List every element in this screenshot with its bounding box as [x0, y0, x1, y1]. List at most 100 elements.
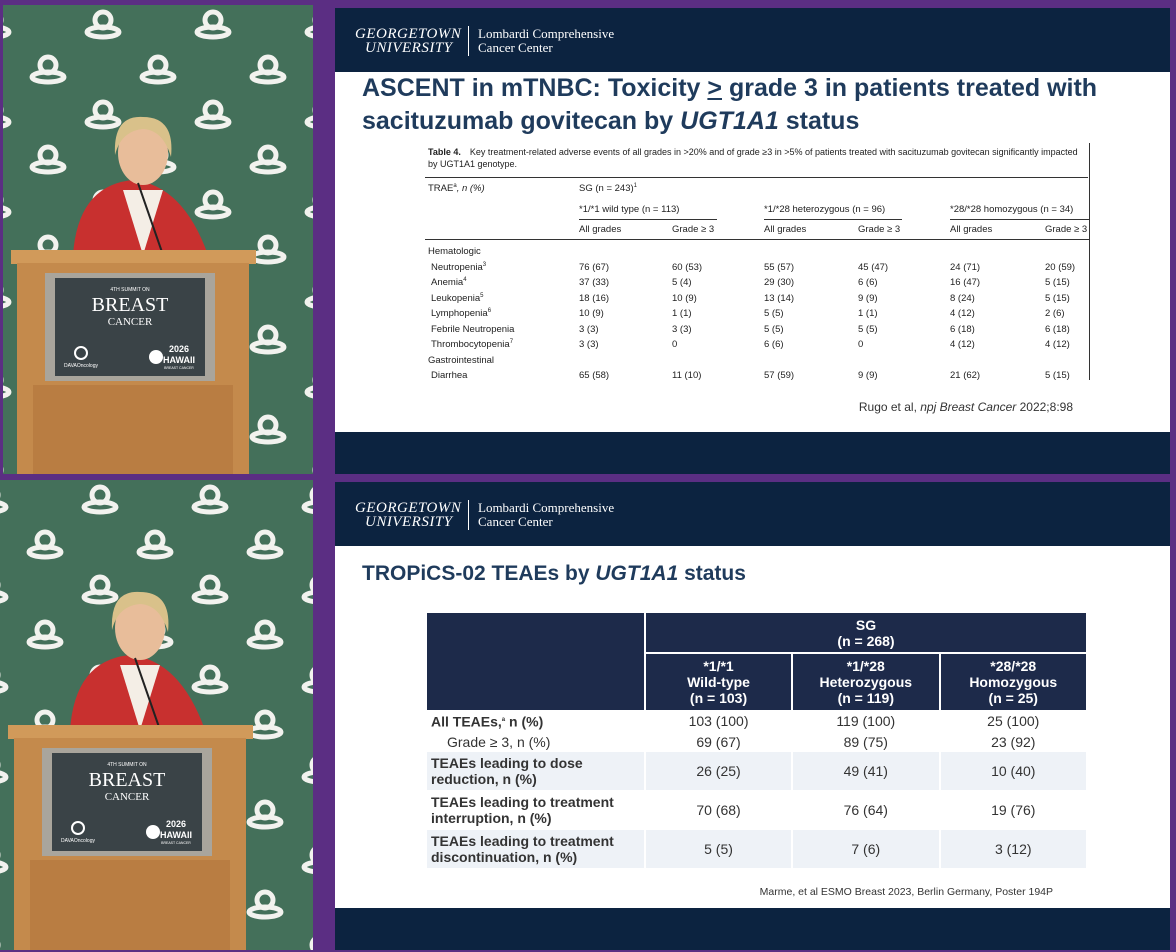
logo-text: Cancer Center [478, 40, 553, 55]
header-text: *1/*28 [846, 658, 885, 674]
label-text: Grade ≥ 3, n (%) [447, 733, 551, 750]
sign-text: CANCER [105, 791, 150, 803]
stub-header: TRAEa, n (%) [428, 183, 485, 194]
backdrop-logo [3, 286, 12, 309]
speaker-video: 4TH SUMMIT ON BREAST CANCER DAVAOncology 202… [0, 480, 313, 950]
backdrop-logo [0, 491, 9, 514]
backdrop-logo [191, 574, 229, 605]
table-cell: 3 (12) [940, 830, 1086, 868]
citation-text: npj Breast Cancer [920, 400, 1017, 414]
backdrop-logo [81, 574, 119, 605]
sign-text: BREAST CANCER [161, 841, 191, 845]
table-border [1089, 143, 1090, 380]
hawaii-logo [146, 825, 160, 839]
label-text: All TEAEs, [431, 713, 502, 730]
row-name: Febrile Neutropenia [431, 323, 515, 335]
table-caption: Table 4. Key treatment-related adverse e… [428, 146, 1083, 170]
row-label: TEAEs leading to treatment discontinuatio… [427, 830, 645, 868]
row-name: Neutropenia [431, 261, 483, 273]
table-cell: 1 (1) [858, 308, 878, 319]
table-cell: 5 (5) [764, 308, 784, 319]
header-text: Homozygous [969, 674, 1058, 690]
row-name: Leukopenia [431, 292, 481, 304]
label-line: interruption, n (%) [431, 810, 552, 826]
label-line: reduction, n (%) [431, 771, 537, 787]
table-cell: 10 (40) [940, 752, 1086, 790]
backdrop-logo [249, 414, 287, 445]
table-cell: 6 (18) [950, 323, 975, 335]
separator [468, 26, 469, 56]
shirt [123, 190, 163, 255]
table-cell: 57 (59) [764, 370, 795, 381]
citation-text: Rugo et al, [858, 400, 921, 414]
label-sup: a [501, 716, 506, 723]
sign-text: 4TH SUMMIT ON [107, 762, 147, 768]
table-cell: 60 (53) [672, 261, 703, 273]
table-cell: 4 (12) [950, 339, 975, 350]
backdrop-logo [301, 577, 313, 605]
logo-text: Lombardi Comprehensive [478, 500, 615, 515]
backdrop-logo [0, 761, 9, 784]
row-label: TEAEs leading to treatment interruption, … [427, 790, 644, 830]
backdrop-logo [0, 581, 9, 604]
table-cell: 16 (47) [950, 277, 981, 288]
rule [764, 219, 902, 220]
table-cell: 11 (10) [672, 370, 702, 381]
citation: Marme, et al ESMO Breast 2023, Berlin Ge… [759, 886, 1053, 898]
podium-top [11, 250, 256, 264]
backdrop-logo [304, 286, 313, 309]
title-text: UGT1A1 [680, 107, 779, 135]
title-text: status [778, 107, 860, 135]
table-cell: 1 (1) [672, 308, 692, 319]
row-sup: 3 [482, 261, 487, 268]
table-cell: 70 (68) [696, 802, 741, 818]
column-header: All grades [764, 224, 807, 235]
slide-title: TROPiCS-02 TEAEs by UGT1A1 status [362, 562, 746, 586]
sign-text: 2026 [166, 819, 186, 829]
table-cell: 4 (12) [950, 308, 975, 319]
backdrop-logo [29, 54, 67, 85]
backdrop-logo [304, 106, 313, 129]
header-text: Wild-type [687, 674, 750, 690]
caption-label: Table 4. [428, 147, 461, 157]
sign-text: BREAST [89, 769, 166, 791]
table-row: TEAEs leading to treatment discontinuatio… [427, 830, 1086, 868]
row-name: Anemia [431, 277, 464, 289]
table-cell: 5 (15) [1045, 370, 1070, 381]
sign-text: 4TH SUMMIT ON [110, 287, 150, 293]
backdrop-logo [84, 9, 122, 40]
backdrop-logo [84, 99, 122, 130]
sign-text: HAWAII [163, 355, 195, 365]
backdrop-logo [304, 376, 313, 399]
backdrop-logo [194, 189, 232, 220]
rule [950, 219, 1090, 220]
podium-panel [33, 385, 233, 474]
table-row: TEAEs leading to dose reduction, n (%) 26 … [427, 752, 1086, 790]
table-cell: 29 (30) [764, 277, 795, 288]
table-cell: 5 (15) [1045, 292, 1070, 304]
slide-footer-bar [335, 432, 1170, 474]
backdrop-logo [26, 619, 64, 650]
center-logo: Lombardi Comprehensive Cancer Center [478, 27, 614, 55]
sign-text: HAWAII [160, 830, 192, 840]
label-line: TEAEs leading to treatment [431, 794, 614, 810]
slide-header: GEORGETOWN UNIVERSITY Lombardi Comprehensi… [335, 8, 1170, 72]
group-header: *1/*28 heterozygous (n = 96) [764, 204, 886, 215]
stub-sup: a [453, 183, 457, 189]
label-line: TEAEs leading to dose [431, 755, 583, 771]
backdrop-logo [0, 671, 9, 694]
table-cell: 5 (15) [1045, 277, 1070, 288]
table-cell: 0 [672, 339, 678, 350]
row-label: Leukopenia5 [431, 293, 483, 304]
table-cell: 13 (14) [764, 292, 795, 304]
rule [425, 177, 1088, 178]
title-text: > [707, 74, 722, 102]
backdrop-logo [3, 106, 12, 129]
backdrop-logo [249, 144, 287, 175]
backdrop-logo [246, 619, 284, 650]
table-figure: Table 4. Key treatment-related adverse e… [335, 8, 1170, 428]
backdrop-logo [81, 484, 119, 515]
row-sup: 6 [487, 308, 492, 314]
table-cell: 49 (41) [793, 752, 939, 790]
